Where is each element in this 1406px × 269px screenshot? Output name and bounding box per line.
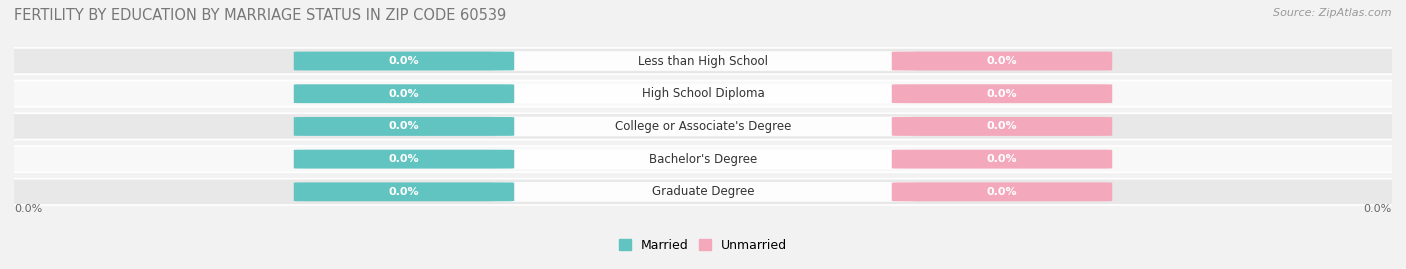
Text: 0.0%: 0.0% <box>987 187 1018 197</box>
Text: High School Diploma: High School Diploma <box>641 87 765 100</box>
FancyBboxPatch shape <box>294 52 515 70</box>
Text: Less than High School: Less than High School <box>638 55 768 68</box>
Text: 0.0%: 0.0% <box>388 121 419 132</box>
FancyBboxPatch shape <box>492 51 914 71</box>
Text: Bachelor's Degree: Bachelor's Degree <box>650 153 756 166</box>
FancyBboxPatch shape <box>294 117 515 136</box>
FancyBboxPatch shape <box>891 150 1112 169</box>
Text: 0.0%: 0.0% <box>14 204 42 214</box>
Text: 0.0%: 0.0% <box>987 89 1018 99</box>
Text: 0.0%: 0.0% <box>987 121 1018 132</box>
FancyBboxPatch shape <box>492 182 914 202</box>
Text: College or Associate's Degree: College or Associate's Degree <box>614 120 792 133</box>
FancyBboxPatch shape <box>891 52 1112 70</box>
Text: Graduate Degree: Graduate Degree <box>652 185 754 198</box>
Text: 0.0%: 0.0% <box>388 187 419 197</box>
FancyBboxPatch shape <box>891 117 1112 136</box>
FancyBboxPatch shape <box>0 179 1406 205</box>
FancyBboxPatch shape <box>891 84 1112 103</box>
Text: 0.0%: 0.0% <box>987 56 1018 66</box>
Text: Source: ZipAtlas.com: Source: ZipAtlas.com <box>1274 8 1392 18</box>
Text: 0.0%: 0.0% <box>388 56 419 66</box>
Legend: Married, Unmarried: Married, Unmarried <box>613 234 793 257</box>
FancyBboxPatch shape <box>294 182 515 201</box>
Text: 0.0%: 0.0% <box>1364 204 1392 214</box>
FancyBboxPatch shape <box>294 84 515 103</box>
FancyBboxPatch shape <box>0 81 1406 107</box>
FancyBboxPatch shape <box>492 116 914 136</box>
FancyBboxPatch shape <box>294 150 515 169</box>
FancyBboxPatch shape <box>891 182 1112 201</box>
FancyBboxPatch shape <box>0 146 1406 172</box>
FancyBboxPatch shape <box>492 84 914 104</box>
FancyBboxPatch shape <box>0 48 1406 74</box>
FancyBboxPatch shape <box>492 149 914 169</box>
Text: 0.0%: 0.0% <box>388 89 419 99</box>
Text: FERTILITY BY EDUCATION BY MARRIAGE STATUS IN ZIP CODE 60539: FERTILITY BY EDUCATION BY MARRIAGE STATU… <box>14 8 506 23</box>
Text: 0.0%: 0.0% <box>388 154 419 164</box>
Text: 0.0%: 0.0% <box>987 154 1018 164</box>
FancyBboxPatch shape <box>0 113 1406 140</box>
